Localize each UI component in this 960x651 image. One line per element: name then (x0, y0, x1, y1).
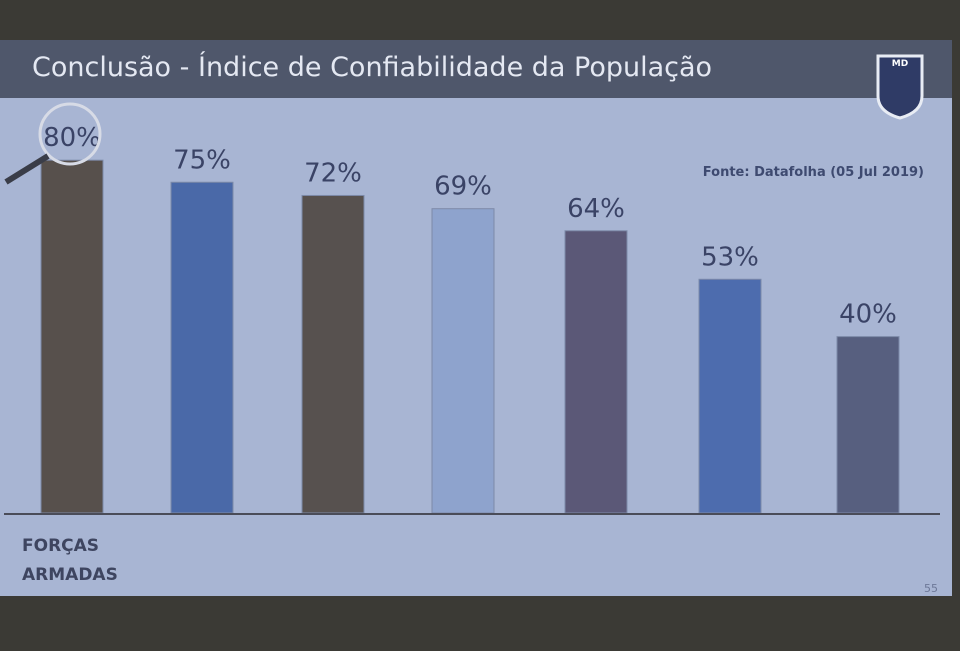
bar (40, 159, 104, 514)
value-label: 53% (701, 242, 759, 272)
source-note: Fonte: Datafolha (05 Jul 2019) (703, 165, 924, 180)
value-label: 69% (434, 172, 492, 202)
logo (876, 54, 924, 120)
value-label: 75% (173, 145, 231, 175)
title-bar (0, 40, 952, 98)
x-tick-label: FORÇAS ARMADAS (22, 536, 118, 585)
bar (836, 336, 900, 514)
value-label: 40% (839, 300, 897, 330)
chart-title: Conclusão - Índice de Confiabilidade da … (32, 51, 712, 83)
bar (301, 194, 365, 514)
bar (698, 278, 762, 514)
page-number: 55 (924, 582, 938, 595)
value-label: 72% (304, 158, 362, 188)
value-label: 64% (567, 194, 625, 224)
magnifier-handle (4, 153, 50, 185)
logo-text: MD (892, 59, 908, 69)
magnifier (38, 102, 102, 166)
bar (564, 230, 628, 514)
value-label: 80% (43, 123, 101, 153)
bar (170, 181, 234, 514)
bar (431, 208, 495, 514)
